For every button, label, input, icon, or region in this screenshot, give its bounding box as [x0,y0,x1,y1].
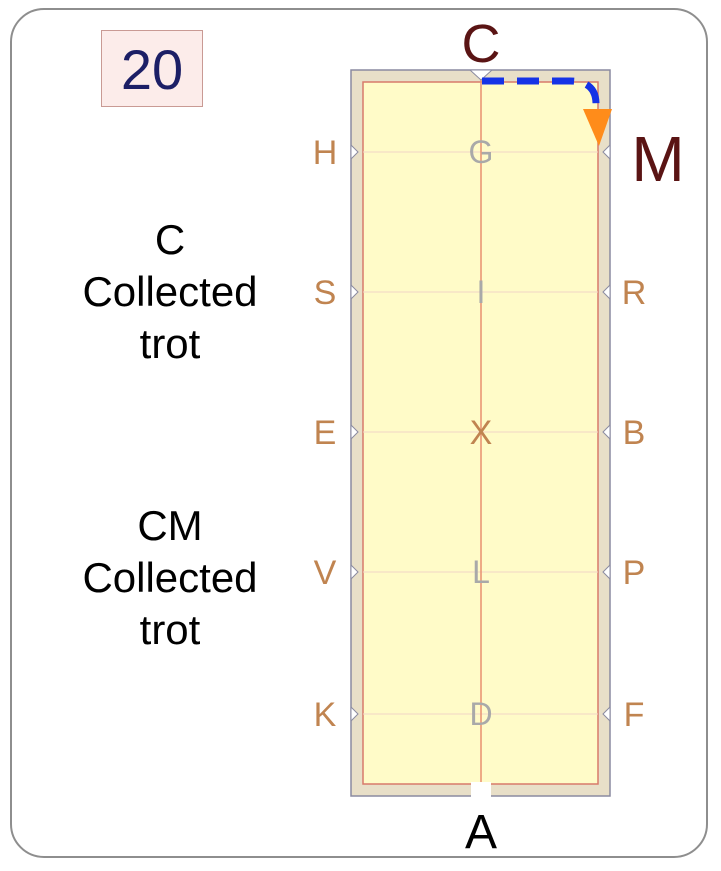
arena-letter-x: X [470,414,493,452]
arena-letter-i: I [477,274,486,310]
movement-marker: C [154,216,186,263]
arena-top-notch [468,69,494,81]
arena-letters-center: G I X L D [469,134,494,732]
movement-marker: CM [137,502,203,549]
arena-letter-h: H [313,134,338,172]
arena-letter-l: L [472,554,490,590]
arena-entrance-gap [471,782,491,798]
path-arrow [583,109,612,146]
arena-letter-e: E [314,414,337,452]
arena-letter-d: D [469,696,492,732]
movement-text-1: C Collected trot [40,214,300,370]
arena-letter-s: S [314,274,337,312]
arena-letter-g: G [469,134,494,170]
movement-gait-line1: Collected [82,554,258,601]
arena-letter-k: K [314,696,337,734]
arena-letter-p: P [623,554,646,592]
arena-letters-right: R B P F [622,274,647,734]
arena-letter-top: C [462,14,501,74]
movement-gait-line2: trot [139,606,201,653]
arena-side-notches [350,143,611,723]
movement-gait-line2: trot [139,320,201,367]
movement-text-2: CM Collected trot [40,500,300,656]
arena-letter-r: R [622,274,647,312]
arena-letter-b: B [623,414,646,452]
arena-letter-f: F [624,696,645,734]
step-number-badge: 20 [101,30,203,107]
riding-path [482,77,600,112]
arena-letters-left: H S E V K [313,134,338,734]
arena-letter-bottom: A [465,806,497,859]
arena-letter-v: V [314,554,337,592]
movement-gait-line1: Collected [82,268,258,315]
arena-letter-highlight: M [631,123,684,195]
